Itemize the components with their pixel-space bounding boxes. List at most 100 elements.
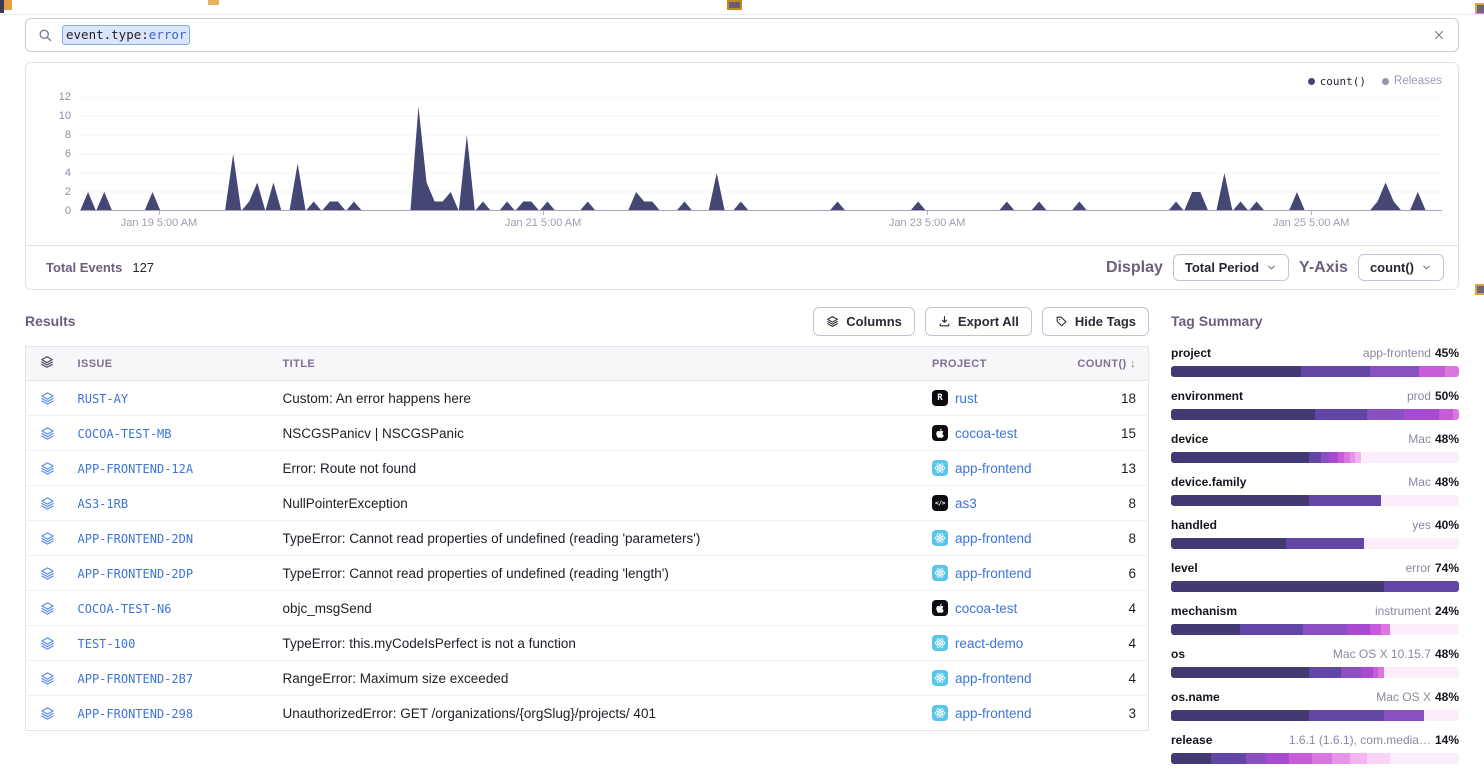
tag-bar-segment xyxy=(1303,624,1346,635)
tag-distribution-bar[interactable] xyxy=(1171,581,1459,592)
tag-top-percentage: 45% xyxy=(1435,346,1459,360)
stack-icon[interactable] xyxy=(40,531,66,546)
event-count: 4 xyxy=(1044,626,1149,661)
tag-distribution-bar[interactable] xyxy=(1171,753,1459,764)
tag-distribution-bar[interactable] xyxy=(1171,538,1459,549)
tag-bar-segment xyxy=(1367,409,1404,420)
code-project-icon: </> xyxy=(932,495,948,511)
project-link[interactable]: app-frontend xyxy=(932,530,1032,546)
x-axis-tick-mark xyxy=(1311,211,1312,215)
stack-icon[interactable] xyxy=(40,426,66,441)
tag-bar-segment xyxy=(1171,581,1384,592)
project-link[interactable]: cocoa-test xyxy=(932,425,1032,441)
results-table: ISSUE TITLE PROJECT COUNT() ↓ RUST-AYCus… xyxy=(25,346,1149,731)
stack-icon[interactable] xyxy=(40,461,66,476)
legend-item-count[interactable]: count() xyxy=(1308,75,1366,88)
x-axis-labels: Jan 19 5:00 AMJan 21 5:00 AMJan 23 5:00 … xyxy=(80,211,1442,237)
tag-top-value: instrument24% xyxy=(1375,604,1459,619)
tag-bar-segment xyxy=(1453,409,1459,420)
project-link[interactable]: </>as3 xyxy=(932,495,1032,511)
react-project-icon xyxy=(932,635,948,651)
tag-bar-segment xyxy=(1171,538,1286,549)
issue-link[interactable]: APP-FRONTEND-2DN xyxy=(78,532,194,546)
table-row: APP-FRONTEND-2DNTypeError: Cannot read p… xyxy=(26,521,1149,556)
legend-dot-icon xyxy=(1308,78,1315,85)
columns-button[interactable]: Columns xyxy=(813,307,915,336)
project-link[interactable]: react-demo xyxy=(932,635,1032,651)
issue-link[interactable]: APP-FRONTEND-2B7 xyxy=(78,672,194,686)
project-link[interactable]: Rrust xyxy=(932,390,1032,406)
tag-bar-segment xyxy=(1384,581,1459,592)
column-header-title[interactable]: TITLE xyxy=(271,347,920,381)
tag-distribution-bar[interactable] xyxy=(1171,667,1459,678)
stack-icon[interactable] xyxy=(40,601,66,616)
issue-title: UnauthorizedError: GET /organizations/{o… xyxy=(271,696,920,731)
tag-bar-segment xyxy=(1309,667,1341,678)
issue-link[interactable]: APP-FRONTEND-298 xyxy=(78,707,194,721)
stack-icon xyxy=(40,360,54,372)
event-count: 4 xyxy=(1044,591,1149,626)
hide-tags-button[interactable]: Hide Tags xyxy=(1042,307,1149,336)
issue-link[interactable]: AS3-1RB xyxy=(78,497,129,511)
tag-name: handled xyxy=(1171,518,1217,533)
stack-icon[interactable] xyxy=(40,671,66,686)
tag-bar-segment xyxy=(1309,452,1321,463)
project-link[interactable]: app-frontend xyxy=(932,705,1032,721)
events-area-chart[interactable] xyxy=(80,97,1442,211)
project-link[interactable]: app-frontend xyxy=(932,565,1032,581)
project-slug: app-frontend xyxy=(955,566,1032,581)
project-link[interactable]: app-frontend xyxy=(932,670,1032,686)
issue-link[interactable]: TEST-100 xyxy=(78,637,136,651)
table-actions: Columns Export All Hide Tags xyxy=(813,307,1149,336)
column-header-count[interactable]: COUNT() ↓ xyxy=(1044,347,1149,381)
export-all-button[interactable]: Export All xyxy=(925,307,1032,336)
issue-link[interactable]: COCOA-TEST-N6 xyxy=(78,602,172,616)
tag-distribution-bar[interactable] xyxy=(1171,409,1459,420)
tag-top-percentage: 48% xyxy=(1435,690,1459,704)
tag-bar-segment xyxy=(1341,667,1361,678)
tag-distribution-bar[interactable] xyxy=(1171,495,1459,506)
tag-bar-segment xyxy=(1347,624,1370,635)
project-link[interactable]: cocoa-test xyxy=(932,600,1032,616)
column-header-issue[interactable]: ISSUE xyxy=(66,347,271,381)
tag-top-percentage: 74% xyxy=(1435,561,1459,575)
issue-link[interactable]: RUST-AY xyxy=(78,392,129,406)
tag-bar-segment xyxy=(1350,753,1367,764)
tag-bar-segment xyxy=(1266,753,1289,764)
tag-distribution-bar[interactable] xyxy=(1171,710,1459,721)
project-link[interactable]: app-frontend xyxy=(932,460,1032,476)
event-count: 8 xyxy=(1044,486,1149,521)
search-query-token[interactable]: event.type:error xyxy=(62,25,190,45)
stack-icon[interactable] xyxy=(40,566,66,581)
react-project-icon xyxy=(932,670,948,686)
yaxis-dropdown[interactable]: count() xyxy=(1358,254,1444,281)
tag-top-percentage: 48% xyxy=(1435,432,1459,446)
search-input[interactable]: event.type:error xyxy=(25,18,1459,52)
tag-distribution-bar[interactable] xyxy=(1171,452,1459,463)
clear-search-icon[interactable] xyxy=(1432,28,1446,42)
table-row: TEST-100TypeError: this.myCodeIsPerfect … xyxy=(26,626,1149,661)
issue-link[interactable]: APP-FRONTEND-12A xyxy=(78,462,194,476)
tag-distribution-bar[interactable] xyxy=(1171,366,1459,377)
tag-distribution-bar[interactable] xyxy=(1171,624,1459,635)
tag-top-value: prod50% xyxy=(1407,389,1459,404)
results-heading: Results xyxy=(25,313,76,329)
column-header-project[interactable]: PROJECT xyxy=(920,347,1044,381)
tag-name: mechanism xyxy=(1171,604,1237,619)
x-axis-tick-mark xyxy=(543,211,544,215)
display-dropdown[interactable]: Total Period xyxy=(1173,254,1289,281)
stack-icon[interactable] xyxy=(40,706,66,721)
stack-column-header[interactable] xyxy=(26,347,66,381)
issue-link[interactable]: COCOA-TEST-MB xyxy=(78,427,172,441)
stack-icon[interactable] xyxy=(40,391,66,406)
y-axis-tick: 8 xyxy=(65,128,71,142)
stack-icon[interactable] xyxy=(40,496,66,511)
project-slug: app-frontend xyxy=(955,531,1032,546)
stack-icon[interactable] xyxy=(40,636,66,651)
legend-item-releases[interactable]: Releases xyxy=(1382,75,1442,87)
x-axis-tick-mark xyxy=(927,211,928,215)
issue-link[interactable]: APP-FRONTEND-2DP xyxy=(78,567,194,581)
y-axis-tick: 12 xyxy=(59,90,71,104)
event-count: 18 xyxy=(1044,381,1149,416)
tag-bar-segment xyxy=(1289,753,1312,764)
